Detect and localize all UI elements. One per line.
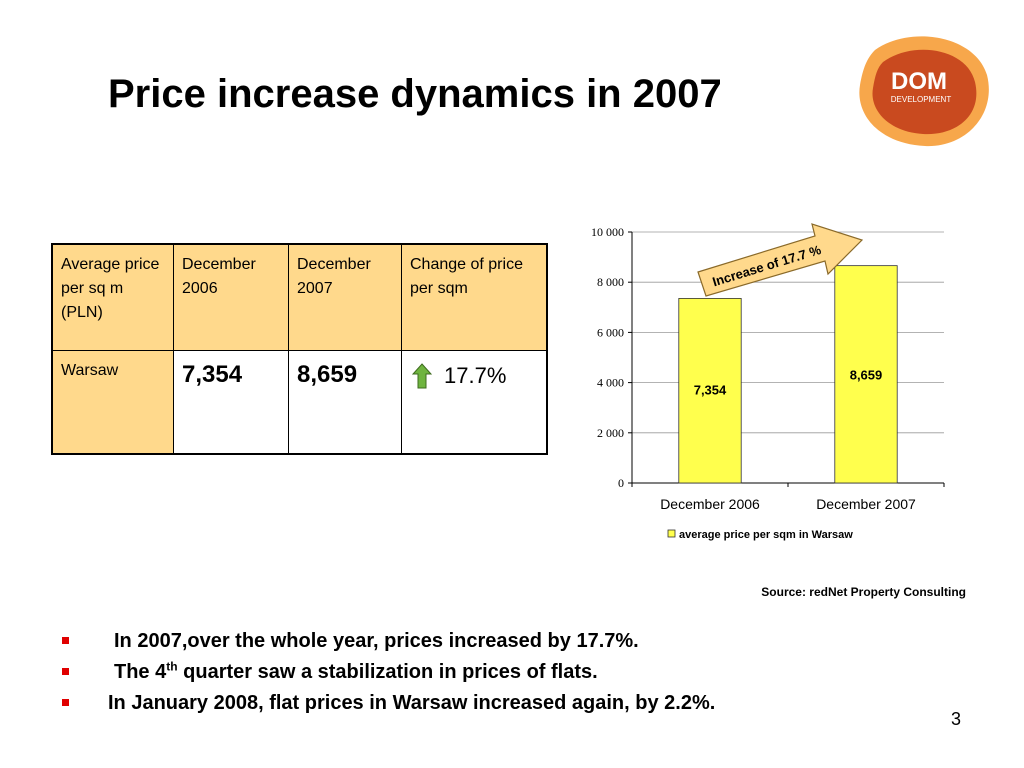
cell-dec-2006: 7,354	[173, 350, 289, 455]
legend-label: average price per sqm in Warsaw	[679, 529, 853, 541]
cell-change: 17.7%	[401, 350, 548, 455]
table-row: Warsaw 7,354 8,659 17.7%	[51, 350, 548, 455]
price-table: Average price per sq m (PLN) December 20…	[51, 243, 548, 455]
y-tick-label: 10 000	[591, 225, 624, 239]
y-tick-label: 8 000	[597, 275, 624, 289]
bar	[678, 298, 742, 484]
header-december-2006: December 2006	[173, 243, 289, 351]
logo-text-development: DEVELOPMENT	[891, 95, 952, 104]
chart-legend: average price per sqm in Warsaw	[667, 529, 853, 541]
logo-inner-shape	[872, 49, 977, 135]
bullet-text: The 4th quarter saw a stabilization in p…	[114, 657, 598, 688]
y-tick-label: 0	[618, 476, 624, 490]
annotation-arrow-shape	[697, 223, 864, 297]
dom-development-logo: DOM DEVELOPMENT	[859, 36, 989, 147]
table-header-row: Average price per sq m (PLN) December 20…	[51, 243, 548, 351]
x-tick-label: December 2006	[660, 496, 760, 512]
header-change: Change of price per sqm	[401, 243, 548, 351]
chart-bars	[678, 265, 898, 484]
page-number: 3	[951, 709, 962, 729]
change-value: 17.7%	[444, 363, 507, 388]
bullet-marker	[62, 637, 69, 644]
bullet-text-post: quarter saw a stabilization in prices of…	[177, 661, 598, 683]
header-average-price: Average price per sq m (PLN)	[51, 243, 174, 351]
bullet-marker	[62, 699, 69, 706]
price-bar-chart: 0 2 000 4 000 6 000 8 000 10 000 7,354 Decembe…	[591, 223, 945, 541]
slide-title: Price increase dynamics in 2007	[108, 72, 722, 116]
source-note: Source: redNet Property Consulting	[761, 585, 966, 599]
bullet-text-pre: The 4	[114, 661, 167, 683]
y-tick-label: 2 000	[597, 426, 624, 440]
bullet-text: In January 2008, flat prices in Warsaw i…	[108, 692, 716, 714]
cell-dec-2007: 8,659	[288, 350, 402, 455]
header-december-2007: December 2007	[288, 243, 402, 351]
bullet-text: In 2007,over the whole year, prices incr…	[114, 630, 639, 652]
up-arrow-icon	[412, 363, 432, 389]
y-tick-label: 6 000	[597, 325, 624, 339]
chart-axes: 0 2 000 4 000 6 000 8 000 10 000	[591, 225, 945, 490]
bar-data-label: 8,659	[850, 368, 883, 383]
chart-labels: 7,354 December 2006 8,659 December 2007	[660, 368, 916, 512]
bullet-superscript: th	[166, 659, 178, 674]
logo-text-dom: DOM	[891, 68, 947, 95]
bullet-marker	[62, 668, 69, 675]
y-tick-label: 4 000	[597, 376, 624, 390]
legend-swatch	[667, 529, 676, 538]
bar-data-label: 7,354	[694, 382, 727, 397]
bar	[834, 265, 898, 484]
cell-city: Warsaw	[51, 350, 174, 455]
x-tick-label: December 2007	[816, 496, 916, 512]
